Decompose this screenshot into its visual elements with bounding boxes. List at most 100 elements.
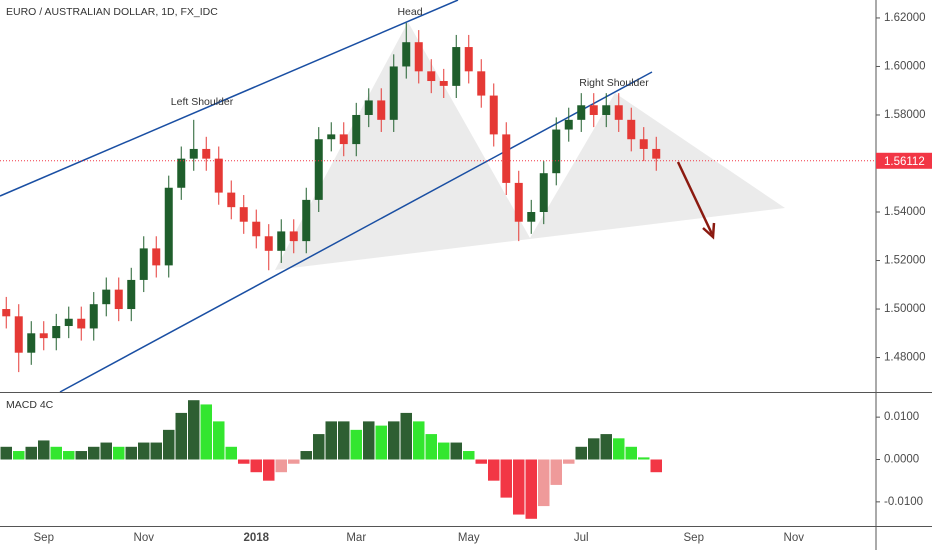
candle-body <box>277 231 286 251</box>
candle-body <box>127 279 136 310</box>
candle-body <box>102 289 111 305</box>
candle-body <box>577 105 586 120</box>
y-tick-label: 1.62000 <box>884 12 926 24</box>
candle-body <box>139 248 148 280</box>
candle-body <box>327 134 336 140</box>
macd-title: MACD 4C <box>6 399 54 411</box>
y-tick-label: -0.0100 <box>884 496 923 508</box>
candle-body <box>177 158 186 188</box>
macd-bar <box>25 446 37 460</box>
macd-bar <box>225 446 237 460</box>
candle-body <box>264 236 273 251</box>
macd-bar <box>588 438 600 460</box>
candle-body <box>64 318 73 327</box>
candle-body <box>77 318 86 329</box>
macd-bar <box>200 404 212 460</box>
macd-bar <box>150 442 162 460</box>
candle-body <box>189 148 198 159</box>
x-tick-label: Mar <box>346 532 366 544</box>
candle-body <box>339 134 348 145</box>
y-tick-label: 1.58000 <box>884 109 926 121</box>
candle-body <box>402 42 411 67</box>
y-tick-label: 0.0100 <box>884 411 919 423</box>
macd-bar <box>63 451 75 460</box>
candle-body <box>539 173 548 213</box>
last-price-label: 1.56112 <box>884 156 925 168</box>
macd-bar <box>38 440 50 460</box>
candle-body <box>89 304 98 329</box>
last-price-tag <box>876 152 932 169</box>
candle-body <box>452 47 461 86</box>
candle-body <box>52 326 61 339</box>
candle-body <box>2 309 11 317</box>
macd-bar <box>75 451 87 460</box>
x-tick-label: Sep <box>684 532 704 544</box>
macd-bar <box>613 438 625 460</box>
macd-bar <box>325 421 337 460</box>
annotation: Head <box>397 6 422 18</box>
macd-bar <box>600 434 612 460</box>
candle-body <box>652 148 661 159</box>
annotation: Left Shoulder <box>171 96 234 108</box>
candle-body <box>252 221 261 237</box>
candle-body <box>164 187 173 266</box>
macd-bar <box>313 434 325 460</box>
macd-bar <box>250 459 262 473</box>
candle-body <box>364 100 373 115</box>
macd-bar <box>163 429 175 460</box>
macd-bar <box>525 459 537 519</box>
macd-bar <box>338 421 350 460</box>
x-tick-label: Nov <box>134 532 155 544</box>
macd-bar <box>175 412 187 460</box>
macd-bar <box>550 459 562 485</box>
candle-body <box>302 199 311 242</box>
candle-body <box>114 289 123 310</box>
chart-title: EURO / AUSTRALIAN DOLLAR, 1D, FX_IDC <box>6 6 218 18</box>
candle-body <box>27 333 36 353</box>
annotation: Right Shoulder <box>579 77 649 89</box>
macd-bar <box>450 442 462 460</box>
arrow <box>676 161 714 235</box>
macd-bar <box>13 451 25 460</box>
candle-body <box>389 66 398 120</box>
candle-body <box>289 231 298 242</box>
macd-bar <box>263 459 275 481</box>
y-tick-label: 1.60000 <box>884 60 926 72</box>
macd-bar <box>275 459 287 473</box>
x-tick-label: Jul <box>574 532 589 544</box>
candle-body <box>377 100 386 120</box>
macd-bar <box>575 446 587 460</box>
macd-bar <box>0 446 12 460</box>
candle-body <box>564 119 573 130</box>
candle-body <box>227 192 236 208</box>
macd-bar <box>400 412 412 460</box>
macd-bar <box>438 442 450 460</box>
macd-bar <box>125 446 137 460</box>
macd-bar <box>500 459 512 498</box>
macd-bar <box>363 421 375 460</box>
y-tick-label: 0.0000 <box>884 454 919 466</box>
y-tick-label: 1.52000 <box>884 255 926 267</box>
candle-body <box>39 333 48 339</box>
macd-bar <box>100 442 112 460</box>
candle-body <box>514 182 523 222</box>
macd-bar <box>625 446 637 460</box>
x-tick-label: May <box>458 532 480 544</box>
macd-bar <box>488 459 500 481</box>
channel-lower <box>59 71 653 393</box>
y-tick-label: 1.54000 <box>884 206 926 218</box>
candle-body <box>14 316 23 353</box>
candle-body <box>152 248 161 266</box>
channel-upper <box>0 0 459 197</box>
candle-body <box>489 95 498 135</box>
macd-bar <box>375 425 387 460</box>
candle-body <box>614 105 623 120</box>
macd-bar <box>88 446 100 460</box>
candle-body <box>602 105 611 115</box>
macd-bar <box>650 459 662 473</box>
y-tick-label: 1.50000 <box>884 303 926 315</box>
x-tick-label: 2018 <box>243 532 269 544</box>
y-tick-label: 1.48000 <box>884 352 926 364</box>
macd-bar <box>350 429 362 460</box>
